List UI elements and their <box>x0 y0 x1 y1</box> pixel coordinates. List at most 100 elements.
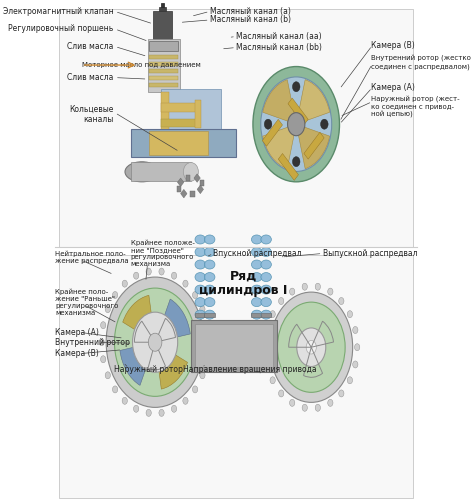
Circle shape <box>122 280 128 287</box>
Circle shape <box>183 397 188 404</box>
Text: Камера (В): Камера (В) <box>55 349 99 358</box>
Circle shape <box>112 291 118 298</box>
Bar <box>262 119 283 146</box>
Ellipse shape <box>195 260 206 269</box>
Bar <box>162 4 164 8</box>
Circle shape <box>302 404 307 411</box>
Text: Слив масла: Слив масла <box>67 42 114 51</box>
Circle shape <box>200 372 205 379</box>
Text: Выпускной распредвал: Выпускной распредвал <box>323 249 417 258</box>
Bar <box>200 180 204 186</box>
Circle shape <box>328 288 333 295</box>
FancyBboxPatch shape <box>131 129 236 157</box>
FancyBboxPatch shape <box>59 255 413 497</box>
Text: Камера (А): Камера (А) <box>55 328 99 337</box>
Bar <box>186 175 191 181</box>
Circle shape <box>261 77 332 171</box>
Bar <box>251 313 262 317</box>
Wedge shape <box>263 124 296 169</box>
Ellipse shape <box>195 235 206 244</box>
Ellipse shape <box>195 247 206 257</box>
Text: Камера (А): Камера (А) <box>372 83 415 92</box>
Circle shape <box>138 320 172 365</box>
Circle shape <box>353 327 358 334</box>
Circle shape <box>290 288 295 295</box>
Bar <box>149 83 178 87</box>
Circle shape <box>204 356 210 363</box>
Bar <box>147 39 180 92</box>
Ellipse shape <box>261 285 272 294</box>
Bar <box>131 162 191 181</box>
Text: Направление вращения привода: Направление вращения привода <box>183 365 317 374</box>
Circle shape <box>114 288 196 396</box>
Circle shape <box>290 399 295 406</box>
Ellipse shape <box>261 273 272 282</box>
Text: Нейтральное поло-
жение распредвала: Нейтральное поло- жение распредвала <box>55 250 129 264</box>
Circle shape <box>353 361 358 368</box>
Text: Масляный канал (a): Масляный канал (a) <box>210 7 291 16</box>
Wedge shape <box>123 295 155 342</box>
Text: Регулировочный поршень: Регулировочный поршень <box>9 25 114 33</box>
Ellipse shape <box>251 247 262 257</box>
Circle shape <box>264 119 272 129</box>
Ellipse shape <box>251 273 262 282</box>
Ellipse shape <box>261 310 272 319</box>
Text: Масляный канал (bb): Масляный канал (bb) <box>236 43 322 52</box>
Bar <box>304 132 324 159</box>
Circle shape <box>328 399 333 406</box>
FancyBboxPatch shape <box>59 9 413 247</box>
Bar <box>161 92 169 132</box>
Text: Наружный ротор (жест-
ко соединен с привод-
ной цепью): Наружный ротор (жест- ко соединен с прив… <box>372 96 460 118</box>
Circle shape <box>134 272 139 279</box>
Text: Масляный канал (b): Масляный канал (b) <box>210 16 291 24</box>
Text: Крайнее поло-
жение "Раньше"
регулировочного
механизма: Крайнее поло- жение "Раньше" регулировоч… <box>55 288 119 316</box>
Circle shape <box>105 305 110 312</box>
Circle shape <box>200 305 205 312</box>
Circle shape <box>146 268 151 275</box>
Bar <box>204 313 215 317</box>
Bar <box>149 41 178 50</box>
Circle shape <box>100 322 106 329</box>
Ellipse shape <box>195 285 206 294</box>
Circle shape <box>270 310 275 318</box>
Circle shape <box>355 344 360 351</box>
Circle shape <box>106 277 204 407</box>
Circle shape <box>263 344 268 351</box>
Circle shape <box>146 409 151 416</box>
Circle shape <box>315 283 320 290</box>
Ellipse shape <box>195 273 206 282</box>
Circle shape <box>270 292 353 402</box>
Bar <box>288 98 308 125</box>
Ellipse shape <box>204 247 215 257</box>
Ellipse shape <box>261 235 272 244</box>
Bar <box>177 178 184 186</box>
Circle shape <box>253 67 339 182</box>
Ellipse shape <box>204 273 215 282</box>
Circle shape <box>133 312 178 372</box>
Wedge shape <box>155 342 188 389</box>
Circle shape <box>339 390 344 397</box>
Ellipse shape <box>261 260 272 269</box>
Circle shape <box>292 82 300 92</box>
Ellipse shape <box>195 310 206 319</box>
Text: Кольцевые
каналы: Кольцевые каналы <box>69 104 114 124</box>
Text: Впускной распредвал: Впускной распредвал <box>213 249 302 258</box>
Circle shape <box>264 327 270 334</box>
Text: Слив масла: Слив масла <box>67 73 114 82</box>
Wedge shape <box>155 299 190 342</box>
Circle shape <box>192 291 198 298</box>
Ellipse shape <box>251 297 262 306</box>
Bar <box>195 313 206 317</box>
Circle shape <box>297 328 326 366</box>
Ellipse shape <box>251 310 262 319</box>
Bar <box>161 118 199 127</box>
Text: Моторное масло под давлением: Моторное масло под давлением <box>82 62 201 68</box>
Bar <box>176 186 181 192</box>
Wedge shape <box>263 80 296 124</box>
Bar <box>149 131 208 155</box>
Text: Крайнее положе-
ние "Позднее"
регулировочного
механизма: Крайнее положе- ние "Позднее" регулирово… <box>131 239 194 267</box>
Bar <box>197 185 203 194</box>
Circle shape <box>100 356 106 363</box>
Circle shape <box>315 404 320 411</box>
Circle shape <box>204 322 210 329</box>
